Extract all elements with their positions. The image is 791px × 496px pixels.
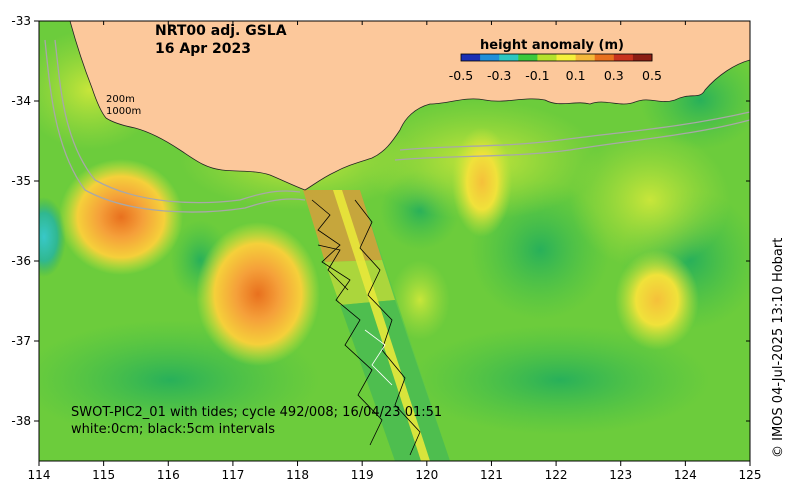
legend-title: height anomaly (m) — [480, 38, 624, 53]
legend-tick-label: -0.1 — [525, 68, 549, 83]
colorbar-segment — [461, 54, 481, 61]
lime-region — [390, 260, 450, 340]
colorbar-segment — [632, 54, 653, 61]
positive-anomaly — [452, 127, 512, 237]
credit-text: © IMOS 04-Jul-2025 13:10 Hobart — [771, 238, 786, 458]
x-tick-label: 117 — [221, 468, 244, 482]
x-tick-label: 118 — [286, 468, 309, 482]
y-tick-label: -35 — [11, 174, 31, 188]
depth-label-200m: 200m — [106, 94, 135, 105]
colorbar-segment — [518, 54, 538, 61]
x-tick-label: 119 — [351, 468, 374, 482]
caption-line1: SWOT-PIC2_01 with tides; cycle 492/008; … — [71, 405, 442, 420]
colorbar-segment — [575, 54, 596, 61]
x-axis: 114 115 116 117 118 119 120 121 122 123 124 125 — [28, 21, 762, 482]
x-tick-label: 114 — [28, 468, 51, 482]
map-title-line2: 16 Apr 2023 — [155, 41, 251, 57]
x-tick-label: 125 — [739, 468, 762, 482]
legend-tick-label: -0.5 — [449, 68, 473, 83]
y-tick-label: -37 — [11, 334, 31, 348]
low-region — [410, 325, 710, 435]
legend-tick-label: 0.1 — [566, 68, 586, 83]
isobaths — [44, 39, 750, 213]
colorbar-segment — [594, 54, 615, 61]
caption-line2: white:0cm; black:5cm intervals — [71, 422, 275, 437]
y-axis: -33 -34 -35 -36 -37 -38 — [11, 14, 750, 428]
x-tick-label: 115 — [92, 468, 115, 482]
map-title-line1: NRT00 adj. GSLA — [155, 23, 287, 39]
colorbar-segment — [499, 54, 519, 61]
plot-area — [39, 21, 750, 461]
colorbar-legend: height anomaly (m) -0.5 -0.3 -0.1 0.1 0.3 0.5 — [449, 38, 662, 83]
lime-region — [570, 130, 730, 270]
positive-anomaly — [196, 222, 320, 366]
y-tick-label: -34 — [11, 94, 31, 108]
colorbar-frame — [460, 53, 653, 62]
colorbar-segment — [537, 54, 557, 61]
x-tick-label: 120 — [415, 468, 438, 482]
x-tick-label: 122 — [545, 468, 568, 482]
legend-tick-label: 0.5 — [642, 68, 662, 83]
colorbar-segment — [480, 54, 500, 61]
colorbar — [460, 53, 653, 62]
colorbar-segment — [613, 54, 634, 61]
x-tick-label: 123 — [609, 468, 632, 482]
positive-anomaly — [615, 250, 699, 350]
landmass — [69, 21, 750, 191]
legend-tick-label: 0.3 — [604, 68, 624, 83]
x-tick-label: 121 — [480, 468, 503, 482]
depth-label-1000m: 1000m — [106, 106, 141, 117]
swot-swath — [303, 190, 450, 461]
y-tick-label: -33 — [11, 14, 31, 28]
legend-tick-label: -0.3 — [487, 68, 511, 83]
colorbar-segment — [556, 54, 577, 61]
x-tick-label: 124 — [674, 468, 697, 482]
legend-ticks: -0.5 -0.3 -0.1 0.1 0.3 0.5 — [449, 68, 662, 83]
x-tick-label: 116 — [157, 468, 180, 482]
plot-frame — [38, 20, 751, 462]
positive-anomaly — [59, 159, 183, 275]
y-tick-label: -36 — [11, 254, 31, 268]
y-tick-label: -38 — [11, 414, 31, 428]
